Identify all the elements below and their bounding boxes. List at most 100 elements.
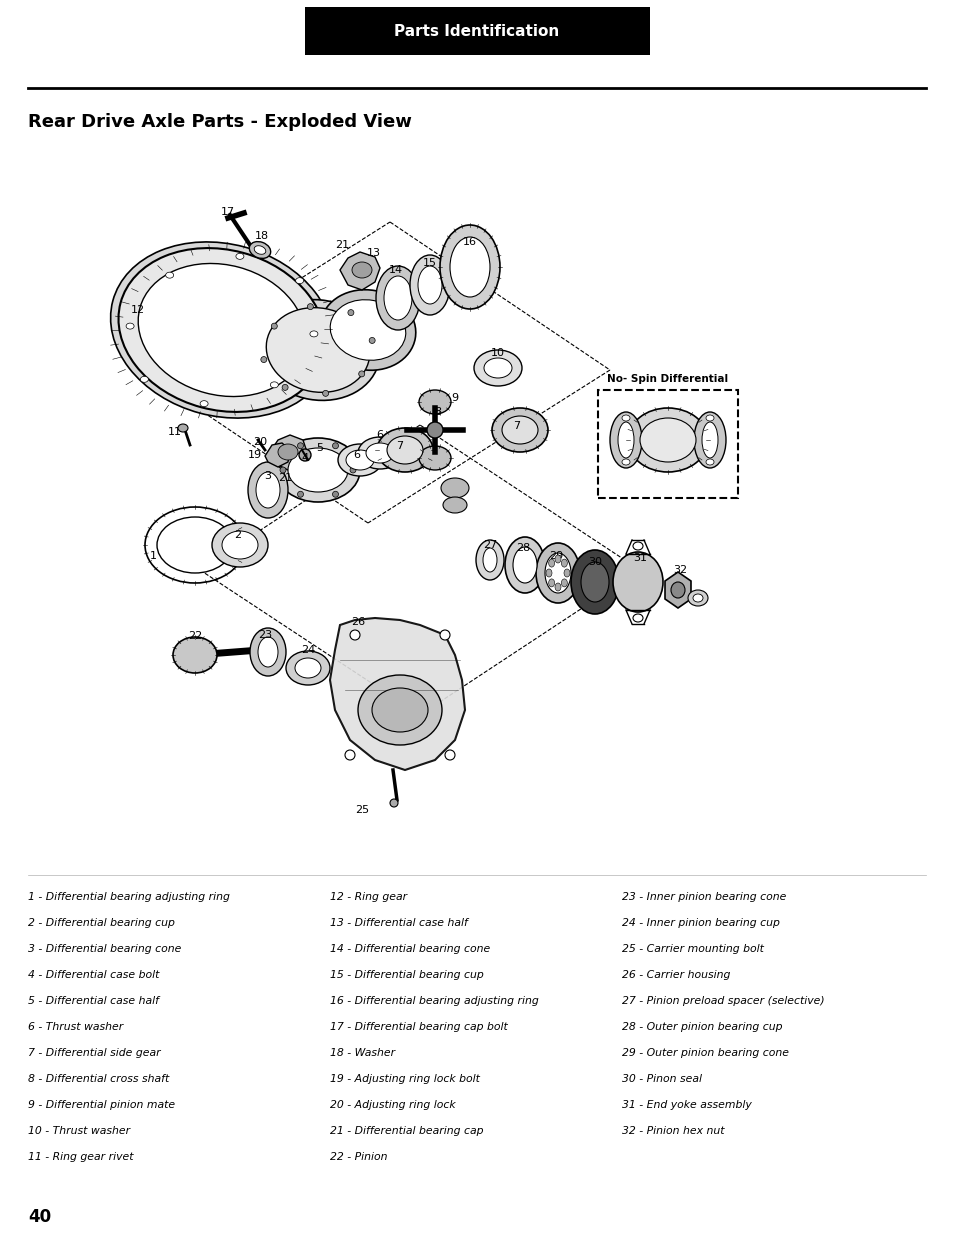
Text: 7: 7 — [513, 421, 520, 431]
Ellipse shape — [692, 594, 702, 601]
Text: 17: 17 — [221, 207, 234, 217]
Ellipse shape — [560, 579, 567, 587]
Text: 27 - Pinion preload spacer (selective): 27 - Pinion preload spacer (selective) — [621, 995, 823, 1007]
Ellipse shape — [417, 266, 441, 304]
Ellipse shape — [442, 496, 467, 513]
Text: 16 - Differential bearing adjusting ring: 16 - Differential bearing adjusting ring — [330, 995, 538, 1007]
Ellipse shape — [513, 547, 537, 583]
Text: 13: 13 — [367, 248, 380, 258]
Ellipse shape — [222, 531, 257, 559]
Ellipse shape — [536, 543, 579, 603]
Text: 21 - Differential bearing cap: 21 - Differential bearing cap — [330, 1126, 483, 1136]
Ellipse shape — [266, 308, 370, 393]
Text: 2: 2 — [234, 530, 241, 540]
Ellipse shape — [270, 382, 278, 388]
Text: 24: 24 — [300, 645, 314, 655]
Text: 4 - Differential case bolt: 4 - Differential case bolt — [28, 969, 159, 981]
Ellipse shape — [249, 242, 271, 258]
Ellipse shape — [705, 459, 713, 466]
Text: 6: 6 — [376, 430, 383, 440]
Ellipse shape — [387, 436, 422, 464]
Ellipse shape — [345, 750, 355, 760]
Ellipse shape — [307, 304, 313, 310]
Ellipse shape — [277, 445, 297, 459]
Text: 31: 31 — [633, 553, 646, 563]
Text: 19: 19 — [248, 450, 262, 459]
Ellipse shape — [545, 569, 552, 577]
Ellipse shape — [172, 637, 216, 673]
Text: 8: 8 — [434, 408, 441, 417]
Ellipse shape — [548, 559, 554, 567]
Text: 9 - Differential pinion mate: 9 - Differential pinion mate — [28, 1100, 175, 1110]
Polygon shape — [339, 252, 379, 290]
Text: 8 - Differential cross shaft: 8 - Differential cross shaft — [28, 1074, 169, 1084]
Ellipse shape — [126, 324, 134, 329]
Text: 16: 16 — [462, 237, 476, 247]
Ellipse shape — [621, 459, 629, 466]
Text: 17 - Differential bearing cap bolt: 17 - Differential bearing cap bolt — [330, 1023, 507, 1032]
Ellipse shape — [633, 542, 642, 550]
Ellipse shape — [384, 275, 412, 320]
Ellipse shape — [544, 553, 571, 593]
Text: 5: 5 — [316, 443, 323, 453]
Text: 24 - Inner pinion bearing cup: 24 - Inner pinion bearing cup — [621, 918, 779, 927]
Ellipse shape — [310, 331, 317, 337]
Ellipse shape — [418, 446, 451, 471]
Text: 7 - Differential side gear: 7 - Differential side gear — [28, 1049, 160, 1058]
Ellipse shape — [372, 688, 428, 732]
Ellipse shape — [286, 651, 330, 685]
Text: 3 - Differential bearing cone: 3 - Differential bearing cone — [28, 944, 181, 953]
Polygon shape — [330, 618, 464, 769]
Ellipse shape — [444, 750, 455, 760]
Text: 12: 12 — [131, 305, 145, 315]
Ellipse shape — [140, 377, 149, 383]
Ellipse shape — [257, 637, 277, 667]
Ellipse shape — [621, 415, 629, 421]
Text: 20 - Adjusting ring lock: 20 - Adjusting ring lock — [330, 1100, 456, 1110]
Ellipse shape — [256, 300, 379, 400]
Text: 29 - Outer pinion bearing cone: 29 - Outer pinion bearing cone — [621, 1049, 788, 1058]
Text: 5 - Differential case half: 5 - Differential case half — [28, 995, 159, 1007]
Text: 11 - Ring gear rivet: 11 - Ring gear rivet — [28, 1152, 133, 1162]
Ellipse shape — [320, 290, 416, 370]
Ellipse shape — [348, 310, 354, 316]
Text: 6: 6 — [354, 450, 360, 459]
Ellipse shape — [280, 467, 286, 473]
Ellipse shape — [357, 437, 401, 469]
Text: Parts Identification: Parts Identification — [394, 23, 559, 38]
Text: 26: 26 — [351, 618, 365, 627]
Text: 32 - Pinion hex nut: 32 - Pinion hex nut — [621, 1126, 723, 1136]
Text: 10: 10 — [491, 348, 504, 358]
Ellipse shape — [439, 225, 499, 309]
Ellipse shape — [255, 472, 280, 508]
Text: 14: 14 — [389, 266, 402, 275]
Ellipse shape — [288, 448, 348, 492]
Ellipse shape — [260, 357, 267, 363]
Text: 15: 15 — [422, 258, 436, 268]
Text: 30: 30 — [587, 557, 601, 567]
Text: 20: 20 — [253, 437, 267, 447]
Text: 30 - Pinon seal: 30 - Pinon seal — [621, 1074, 701, 1084]
Ellipse shape — [178, 424, 188, 432]
Bar — [598, 390, 738, 498]
Text: 10 - Thrust washer: 10 - Thrust washer — [28, 1126, 130, 1136]
Ellipse shape — [322, 390, 328, 396]
Text: 32: 32 — [672, 564, 686, 576]
Ellipse shape — [298, 450, 311, 461]
Text: 40: 40 — [28, 1208, 51, 1226]
Ellipse shape — [350, 467, 355, 473]
Text: 14 - Differential bearing cone: 14 - Differential bearing cone — [330, 944, 490, 953]
Ellipse shape — [483, 358, 512, 378]
Ellipse shape — [450, 237, 490, 296]
Ellipse shape — [333, 443, 338, 448]
Ellipse shape — [376, 429, 433, 472]
Ellipse shape — [474, 350, 521, 387]
Ellipse shape — [294, 658, 320, 678]
Text: 1 - Differential bearing adjusting ring: 1 - Differential bearing adjusting ring — [28, 892, 230, 902]
Ellipse shape — [357, 676, 441, 745]
Ellipse shape — [627, 408, 707, 472]
Text: 11: 11 — [168, 427, 182, 437]
Ellipse shape — [418, 390, 451, 414]
Text: 2 - Differential bearing cup: 2 - Differential bearing cup — [28, 918, 174, 927]
Text: 28: 28 — [516, 543, 530, 553]
